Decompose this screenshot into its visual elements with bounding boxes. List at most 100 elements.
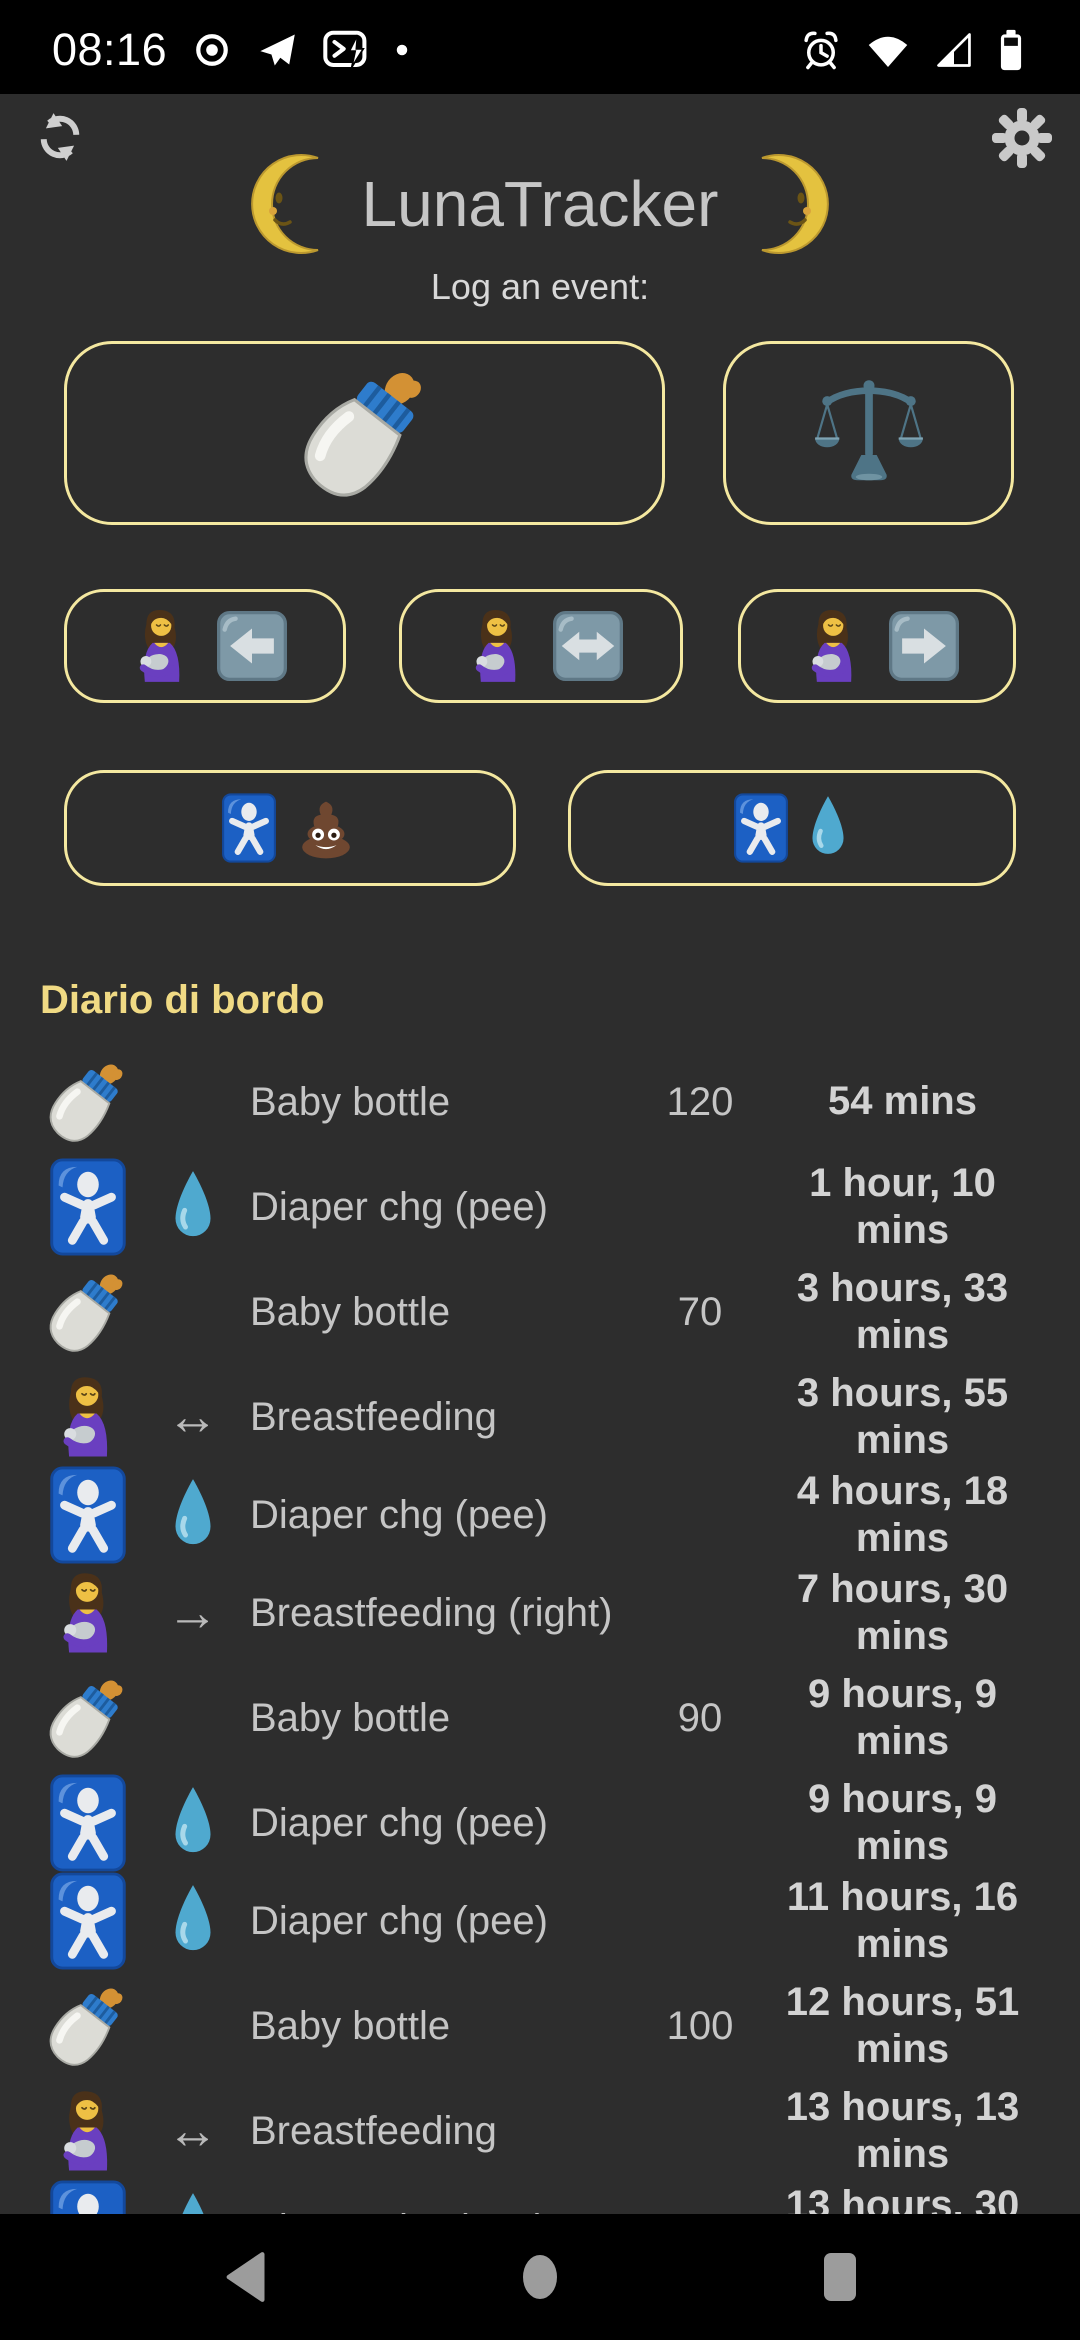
event-elapsed-time: 54 mins xyxy=(828,1079,977,1124)
breastfeeding-icon xyxy=(123,607,201,685)
signal-icon xyxy=(934,30,974,70)
event-icon xyxy=(40,1970,135,2082)
log-row[interactable]: Diaper chg (pee) 9 hours, 9 mins xyxy=(0,1774,1080,1872)
breastfeeding-icon xyxy=(45,1369,131,1465)
event-label: Diaper chg (pee) xyxy=(250,1899,548,1943)
log-diaper-poo-button[interactable] xyxy=(64,770,516,886)
baby-bottle-icon xyxy=(289,357,441,509)
event-label: Diaper chg (pee) xyxy=(250,1493,548,1537)
log-row[interactable]: Diaper chg (pee) 1 hour, 10 mins xyxy=(0,1158,1080,1256)
nav-home-button[interactable] xyxy=(480,2214,600,2340)
event-elapsed-time: 13 hours, 13 mins xyxy=(785,2084,1020,2176)
event-quantity: 90 xyxy=(677,1695,723,1740)
app-title-row: LunaTracker xyxy=(0,152,1080,256)
event-elapsed-time: 1 hour, 10 mins xyxy=(809,1160,996,1252)
event-label: Diaper chg (pee) xyxy=(250,1185,548,1229)
breastfeeding-icon xyxy=(45,1565,131,1661)
droplet-icon xyxy=(168,1780,218,1866)
droplet-icon xyxy=(168,1472,218,1558)
left-right-arrow-icon: ↔ xyxy=(166,1388,219,1446)
event-icon xyxy=(40,1872,135,1970)
log-heading: Diario di bordo xyxy=(40,978,325,1022)
baby-symbol-icon xyxy=(49,1466,127,1564)
event-sub-icon xyxy=(135,1878,250,1964)
app-screen: LunaTracker Log an event: Diario di bord… xyxy=(0,94,1080,2340)
log-breastfeed-right-button[interactable] xyxy=(738,589,1016,703)
event-icon xyxy=(40,1565,135,1661)
event-icon xyxy=(40,1158,135,1256)
status-time: 08:16 xyxy=(52,24,168,75)
baby-bottle-icon xyxy=(40,1662,135,1774)
right-arrow-icon: → xyxy=(166,1584,219,1642)
event-quantity: 120 xyxy=(666,1079,734,1124)
log-breastfeed-both-button[interactable] xyxy=(399,589,683,703)
event-quantity: 100 xyxy=(666,2003,734,2048)
event-sub-icon xyxy=(135,1472,250,1558)
event-label: Diaper chg (pee) xyxy=(250,1801,548,1845)
nav-recents-button[interactable] xyxy=(780,2214,900,2340)
event-icon xyxy=(40,1369,135,1465)
droplet-icon xyxy=(168,1878,218,1964)
last-quarter-moon-face-icon xyxy=(246,152,346,256)
event-elapsed-time: 4 hours, 18 mins xyxy=(796,1468,1009,1560)
baby-symbol-icon xyxy=(49,1158,127,1256)
baby-bottle-icon xyxy=(40,1970,135,2082)
poop-icon xyxy=(293,795,359,861)
baby-bottle-icon xyxy=(40,1256,135,1368)
log-row[interactable]: Diaper chg (pee) 4 hours, 18 mins xyxy=(0,1466,1080,1564)
event-label: Baby bottle xyxy=(250,1290,451,1334)
baby-symbol-icon xyxy=(221,793,277,863)
alarm-icon xyxy=(800,29,842,71)
log-row[interactable]: Baby bottle 90 9 hours, 9 mins xyxy=(0,1662,1080,1774)
event-label: Baby bottle xyxy=(250,1080,451,1124)
log-row[interactable]: → Breastfeeding (right) 7 hours, 30 mins xyxy=(0,1564,1080,1662)
event-elapsed-time: 3 hours, 33 mins xyxy=(796,1265,1009,1357)
event-icon xyxy=(40,2083,135,2179)
log-row[interactable]: Baby bottle 70 3 hours, 33 mins xyxy=(0,1256,1080,1368)
wifi-icon xyxy=(866,32,910,69)
log-breastfeed-left-button[interactable] xyxy=(64,589,346,703)
left-right-arrow-icon xyxy=(553,611,623,681)
left-arrow-icon xyxy=(217,611,287,681)
baby-bottle-icon xyxy=(40,1046,135,1158)
overflow-dot-icon xyxy=(395,43,409,57)
first-quarter-moon-face-icon xyxy=(734,152,834,256)
log-row[interactable]: Baby bottle 100 12 hours, 51 mins xyxy=(0,1970,1080,2082)
event-elapsed-time: 7 hours, 30 mins xyxy=(796,1566,1009,1658)
droplet-icon xyxy=(805,794,851,862)
right-arrow-icon xyxy=(889,611,959,681)
log-row[interactable]: Diaper chg (pee) 11 hours, 16 mins xyxy=(0,1872,1080,1970)
log-row[interactable]: ↔ Breastfeeding 13 hours, 13 mins xyxy=(0,2082,1080,2180)
status-bar: 08:16 xyxy=(0,0,1080,94)
baby-symbol-icon xyxy=(49,1872,127,1970)
breastfeeding-icon xyxy=(45,2083,131,2179)
breastfeeding-icon xyxy=(795,607,873,685)
event-label: Baby bottle xyxy=(250,2004,451,2048)
log-row[interactable]: ↔ Breastfeeding 3 hours, 55 mins xyxy=(0,1368,1080,1466)
back-icon xyxy=(223,2251,267,2303)
log-list: Baby bottle 120 54 mins Diaper chg (pee)… xyxy=(0,1046,1080,2278)
event-elapsed-time: 9 hours, 9 mins xyxy=(808,1671,997,1763)
record-circle-icon xyxy=(193,31,231,69)
log-bottle-button[interactable] xyxy=(64,341,665,525)
log-diaper-pee-button[interactable] xyxy=(568,770,1016,886)
nav-back-button[interactable] xyxy=(185,2214,305,2340)
nav-bar xyxy=(0,2214,1080,2340)
recents-icon xyxy=(820,2250,860,2304)
event-label: Breastfeeding xyxy=(250,2109,497,2153)
app-title: LunaTracker xyxy=(361,168,719,240)
event-elapsed-time: 9 hours, 9 mins xyxy=(808,1776,997,1868)
baby-symbol-icon xyxy=(733,793,789,863)
log-row[interactable]: Baby bottle 120 54 mins xyxy=(0,1046,1080,1158)
event-icon xyxy=(40,1256,135,1368)
droplet-icon xyxy=(168,1164,218,1250)
event-elapsed-time: 12 hours, 51 mins xyxy=(785,1979,1020,2071)
baby-symbol-icon xyxy=(49,1774,127,1872)
event-label: Baby bottle xyxy=(250,1696,451,1740)
event-elapsed-time: 3 hours, 55 mins xyxy=(796,1370,1009,1462)
battery-icon xyxy=(998,28,1024,72)
event-elapsed-time: 11 hours, 16 mins xyxy=(786,1874,1019,1966)
log-weight-button[interactable] xyxy=(723,341,1014,525)
event-sub-icon xyxy=(135,1164,250,1250)
balance-scale-icon xyxy=(814,378,924,488)
